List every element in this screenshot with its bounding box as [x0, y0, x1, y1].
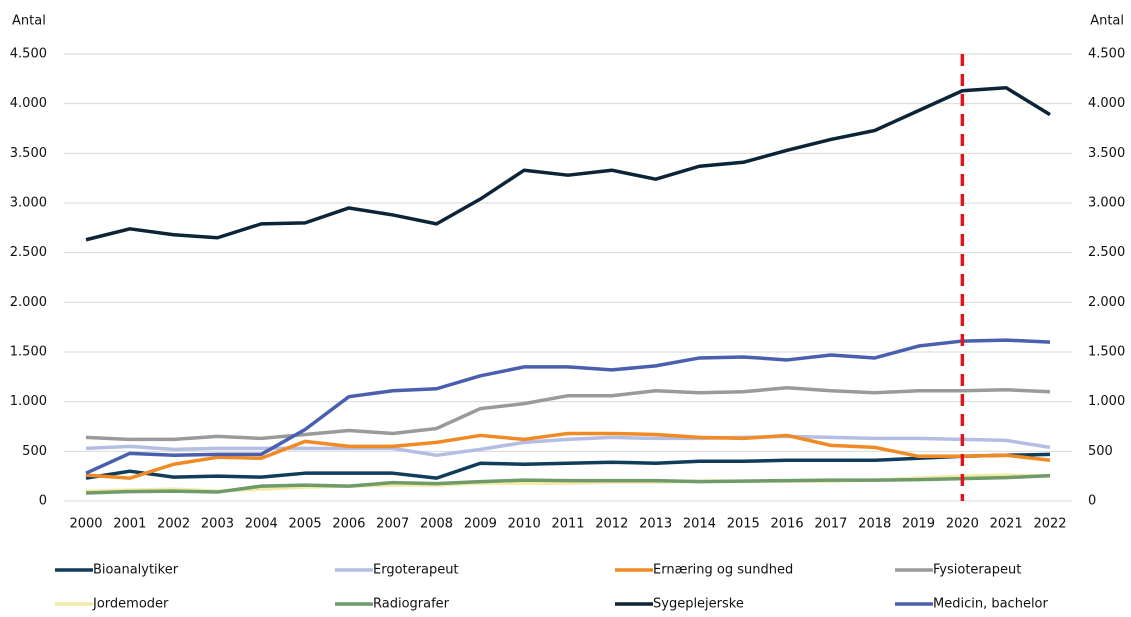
- series-line: [85, 452, 1051, 480]
- y-tick-label: 4.000: [10, 96, 47, 111]
- y2-tick-label: 3.500: [1088, 146, 1125, 161]
- y-tick-label: 2.500: [10, 245, 47, 260]
- x-tick-label: 2001: [113, 517, 146, 532]
- x-tick-label: 2013: [639, 517, 672, 532]
- x-tick-label: 2002: [157, 517, 190, 532]
- legend-label: Medicin, bachelor: [933, 597, 1049, 612]
- y-tick-label: 0: [39, 494, 47, 509]
- x-tick-label: 2000: [69, 517, 102, 532]
- legend-label: Sygeplejerske: [653, 597, 744, 612]
- y2-tick-label: 0: [1088, 494, 1096, 509]
- x-tick-label: 2018: [858, 517, 891, 532]
- legend-label: Ergoterapeut: [373, 563, 459, 578]
- x-tick-label: 2010: [508, 517, 541, 532]
- y2-tick-label: 1.000: [1088, 394, 1125, 409]
- y-axis-label: Antal: [12, 14, 46, 29]
- y-tick-label: 1.000: [10, 394, 47, 409]
- x-tick-label: 2020: [946, 517, 979, 532]
- legend-label: Radiografer: [373, 597, 450, 612]
- x-tick-label: 2017: [814, 517, 847, 532]
- y2-tick-label: 3.000: [1088, 196, 1125, 211]
- series-line: [85, 431, 1051, 480]
- x-tick-label: 2007: [376, 517, 409, 532]
- legend-label: Fysioterapeut: [933, 563, 1021, 578]
- x-tick-label: 2019: [902, 517, 935, 532]
- series-line: [85, 434, 1051, 458]
- series-line: [85, 338, 1051, 475]
- x-tick-label: 2009: [464, 517, 497, 532]
- series-line: [85, 386, 1051, 442]
- legend-label: Ernæring og sundhed: [653, 563, 793, 578]
- y2-tick-label: 2.000: [1088, 295, 1125, 310]
- y-tick-label: 2.000: [10, 295, 47, 310]
- series-line: [85, 86, 1051, 242]
- y2-tick-label: 500: [1088, 444, 1113, 459]
- y2-tick-label: 4.000: [1088, 96, 1125, 111]
- x-tick-label: 2006: [332, 517, 365, 532]
- x-tick-label: 2021: [990, 517, 1023, 532]
- y-tick-label: 1.500: [10, 345, 47, 360]
- y-tick-label: 3.000: [10, 196, 47, 211]
- x-tick-label: 2003: [201, 517, 234, 532]
- x-tick-label: 2005: [289, 517, 322, 532]
- legend-label: Jordemoder: [92, 597, 169, 612]
- x-tick-label: 2011: [551, 517, 584, 532]
- x-tick-label: 2008: [420, 517, 453, 532]
- x-tick-label: 2004: [245, 517, 278, 532]
- y2-tick-label: 2.500: [1088, 245, 1125, 260]
- y2-tick-label: 4.500: [1088, 47, 1125, 62]
- x-tick-label: 2016: [771, 517, 804, 532]
- legend-label: Bioanalytiker: [93, 563, 179, 578]
- y-tick-label: 3.500: [10, 146, 47, 161]
- y-tick-label: 4.500: [10, 47, 47, 62]
- y-tick-label: 500: [22, 444, 47, 459]
- y2-tick-label: 1.500: [1088, 345, 1125, 360]
- x-tick-label: 2012: [595, 517, 628, 532]
- x-tick-label: 2014: [683, 517, 716, 532]
- x-tick-label: 2015: [727, 517, 760, 532]
- x-tick-label: 2022: [1033, 517, 1066, 532]
- y2-axis-label: Antal: [1090, 14, 1124, 29]
- series-line: [85, 473, 1051, 495]
